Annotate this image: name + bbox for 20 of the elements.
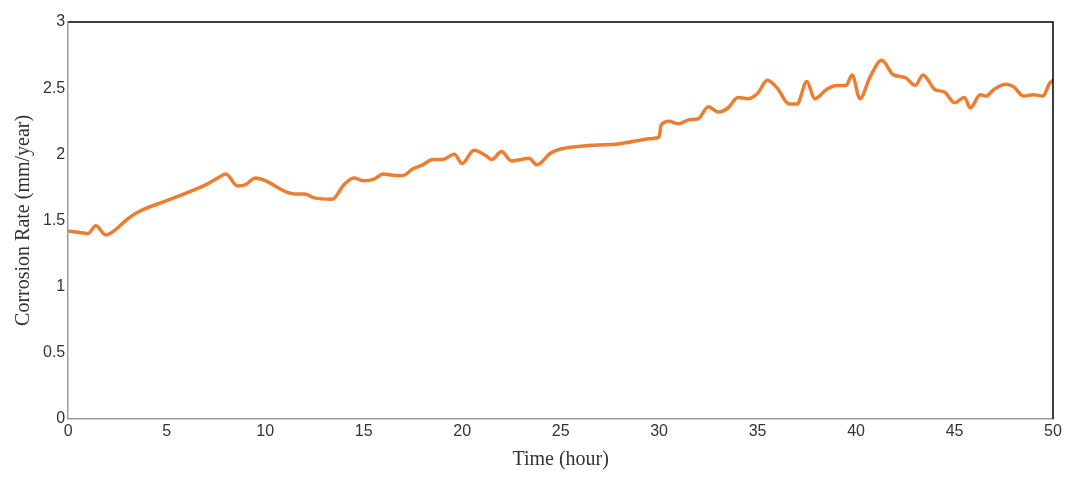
y-tick-label: 2: [56, 144, 66, 162]
y-tick-label: 0.5: [42, 343, 66, 361]
y-tick-label: 1.5: [42, 210, 66, 228]
x-tick-label: 15: [354, 421, 373, 439]
x-tick-label: 30: [650, 421, 669, 439]
x-tick-label: 25: [551, 421, 570, 439]
y-axis-title: Corrosion Rate (mm/year): [11, 114, 35, 326]
x-tick-label: 10: [256, 421, 275, 439]
y-tick-label: 1: [56, 276, 66, 294]
line-series: [68, 58, 1053, 237]
x-axis-title: Time (hour): [512, 447, 609, 471]
x-tick-label: 40: [847, 421, 866, 439]
y-tick-label: 0: [56, 409, 66, 427]
x-tick-label: 5: [162, 421, 172, 439]
x-tick-label: 50: [1044, 421, 1062, 439]
y-tick-label: 2.5: [42, 78, 66, 96]
x-tick-label: 20: [453, 421, 472, 439]
x-tick-label: 45: [945, 421, 964, 439]
y-tick-label: 3: [56, 12, 66, 30]
x-tick-label: 35: [748, 421, 767, 439]
